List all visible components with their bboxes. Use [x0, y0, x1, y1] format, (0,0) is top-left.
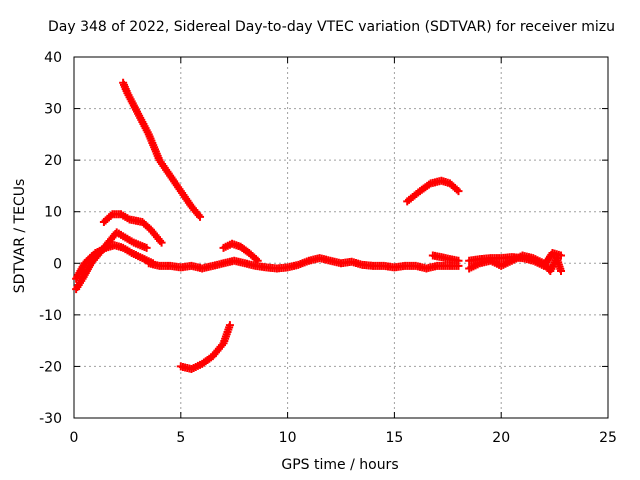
- data-point: [157, 238, 166, 247]
- plot-frame: [73, 56, 609, 419]
- series-arc-baseline-4: [465, 248, 566, 270]
- y-tick-label: 20: [44, 153, 62, 169]
- series-arc-small-bump: [219, 239, 262, 265]
- x-tick-label: 10: [279, 430, 297, 446]
- y-tick-label: 10: [44, 205, 62, 221]
- y-tick-label: 40: [44, 50, 62, 66]
- x-tick-label: 20: [492, 430, 510, 446]
- series-arc-baseline-2: [428, 251, 463, 265]
- data-point: [196, 212, 205, 221]
- y-tick-label: 0: [53, 256, 62, 272]
- axis-ticks: 0 5 10 15 20 25 -30 -20 -10 0 10 20 30 40: [39, 50, 617, 446]
- data-point: [454, 187, 463, 196]
- series-arc-early-rise-b: [72, 241, 158, 283]
- chart-title: Day 348 of 2022, Sidereal Day-to-day VTE…: [48, 19, 615, 35]
- data-point: [557, 251, 566, 260]
- data-point: [557, 267, 566, 276]
- x-axis-label: GPS time / hours: [281, 457, 399, 473]
- data-point: [454, 256, 463, 265]
- data-point: [142, 243, 151, 252]
- x-tick-label: 25: [599, 430, 617, 446]
- x-tick-label: 0: [70, 430, 79, 446]
- y-tick-label: -20: [39, 359, 62, 375]
- y-tick-label: -10: [39, 308, 62, 324]
- series-arc-low-ascending: [176, 321, 234, 374]
- series-arc-late-hump: [403, 176, 463, 206]
- x-tick-label: 5: [176, 430, 185, 446]
- data-marks: [72, 78, 566, 374]
- series-arc-baseline-1: [144, 254, 463, 273]
- y-tick-label: 30: [44, 102, 62, 118]
- x-tick-label: 15: [385, 430, 403, 446]
- series-arc-high-descending: [119, 78, 205, 221]
- y-tick-label: -30: [39, 411, 62, 427]
- series-arc-mid-early: [99, 210, 166, 247]
- data-point: [225, 321, 234, 330]
